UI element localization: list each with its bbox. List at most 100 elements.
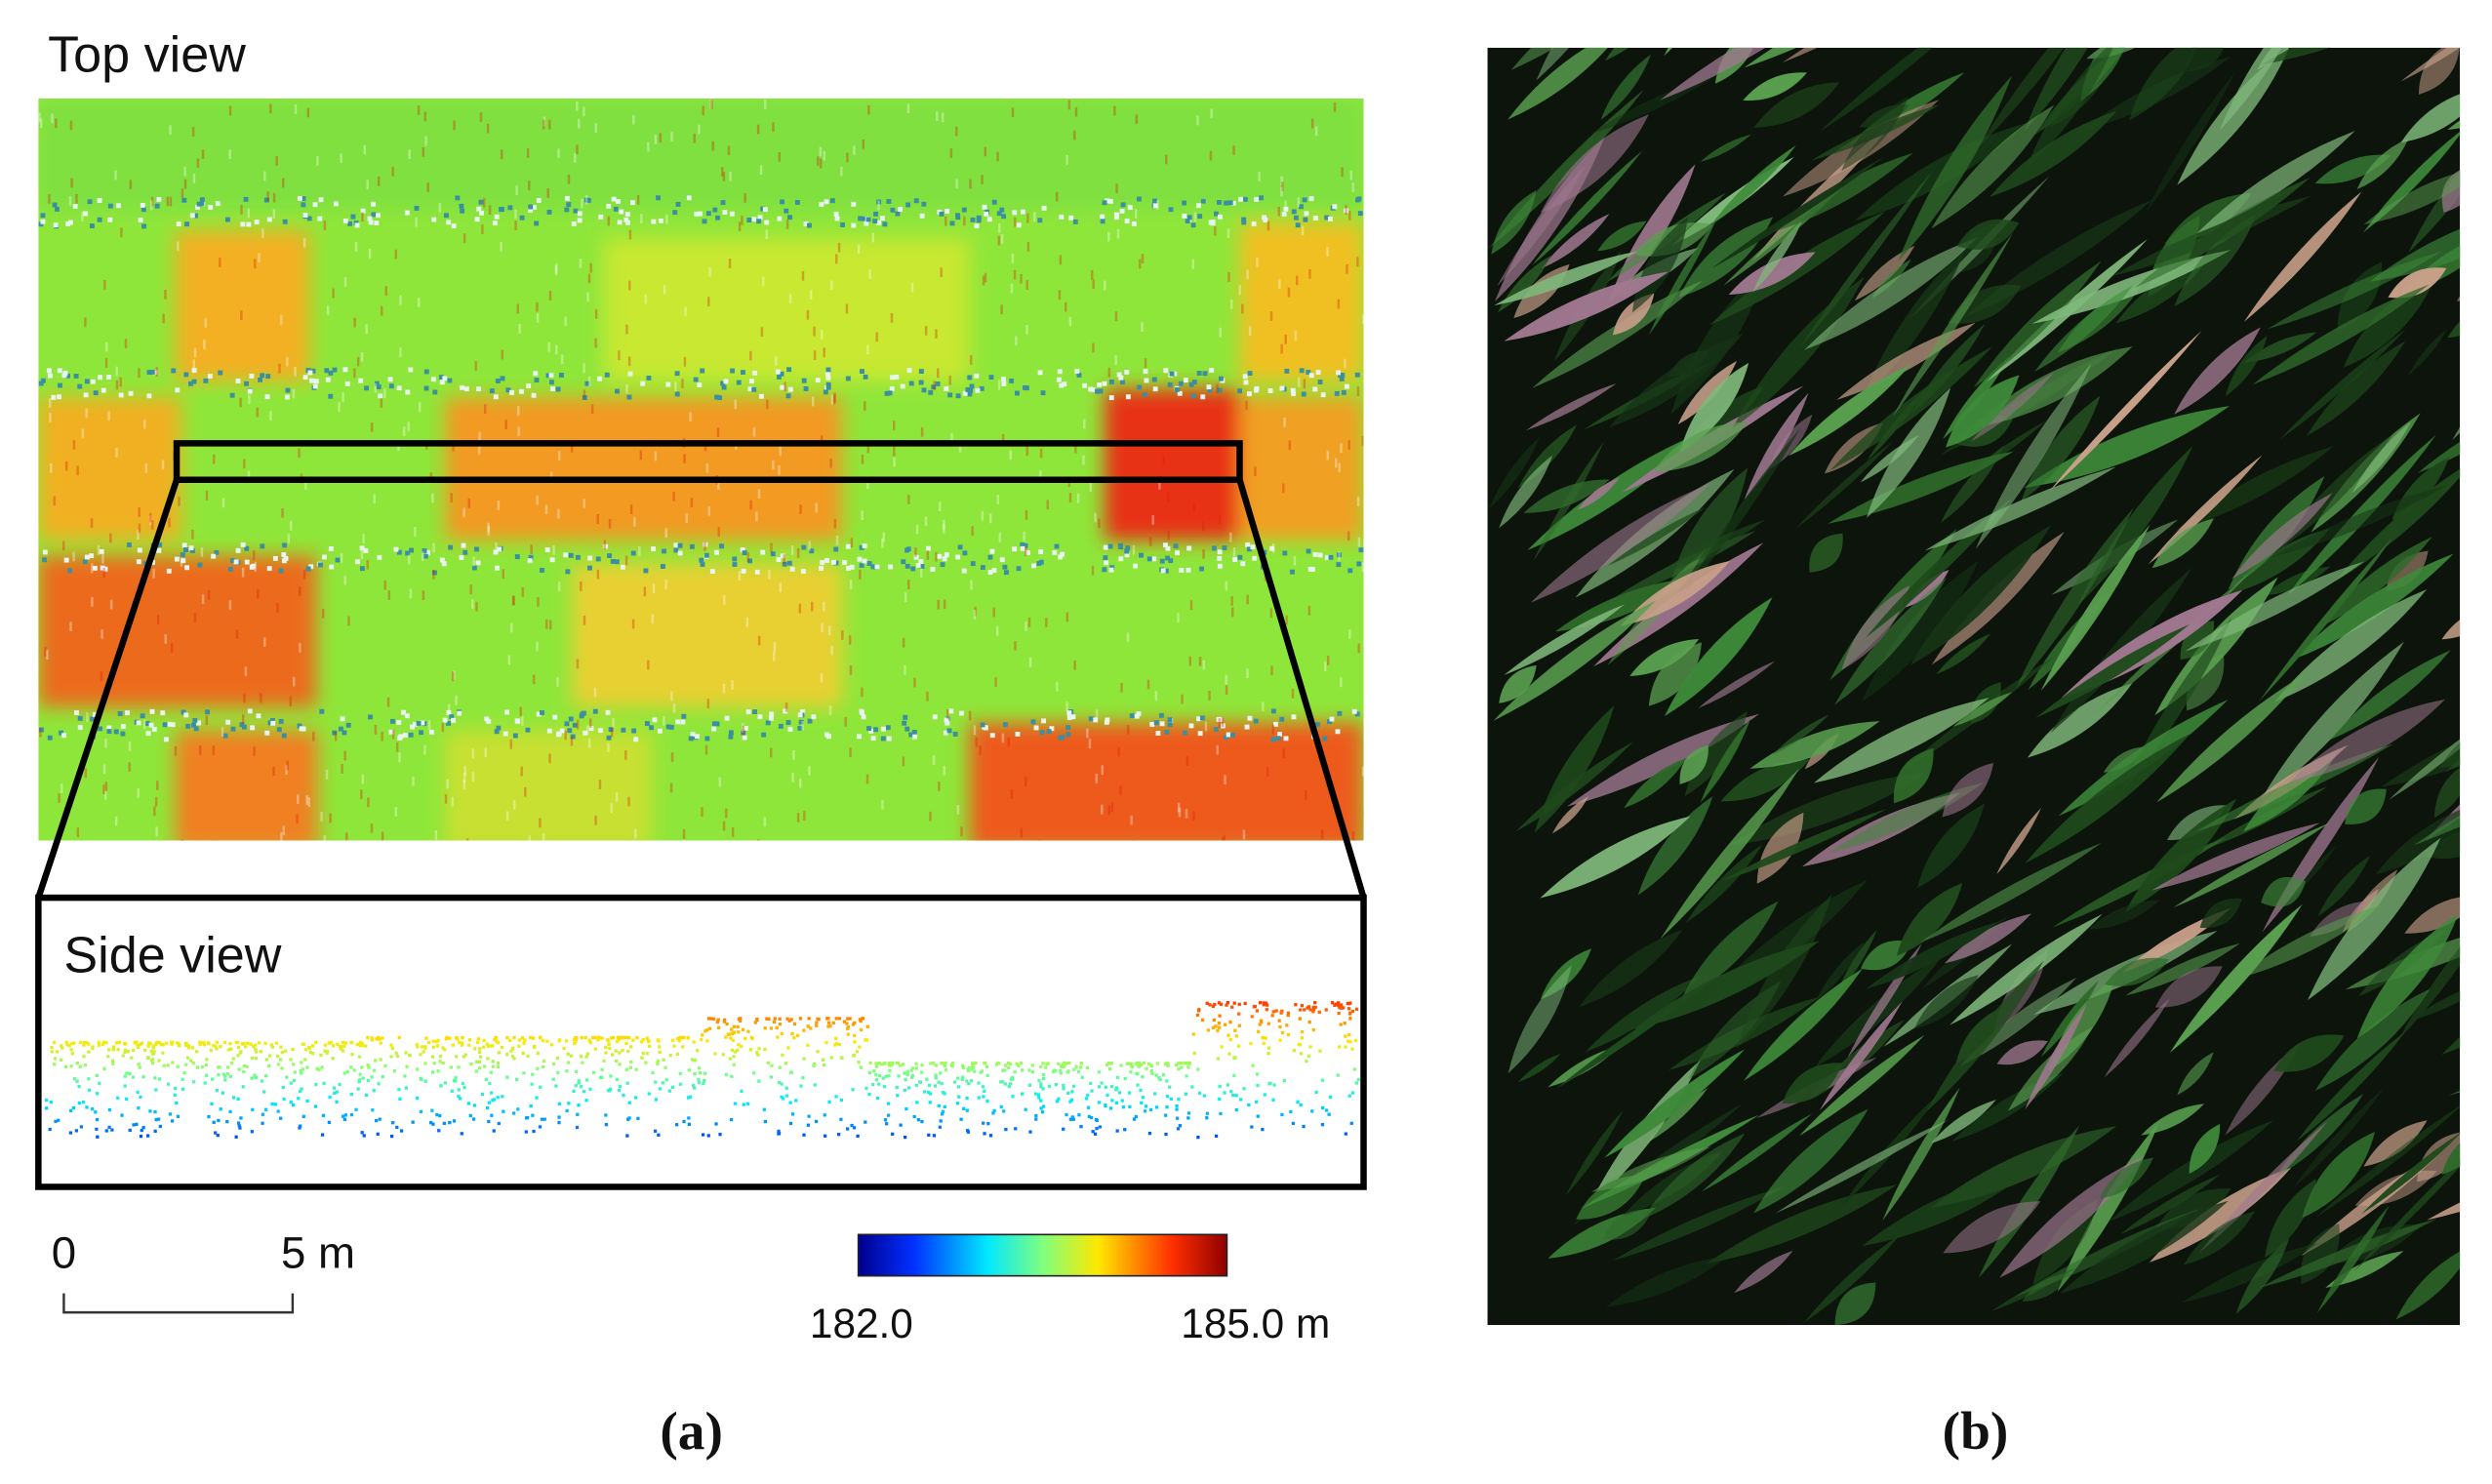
point <box>281 178 285 188</box>
point <box>342 1040 345 1045</box>
point <box>461 1035 464 1040</box>
point <box>289 1100 293 1104</box>
point <box>276 1063 281 1066</box>
point <box>819 202 824 207</box>
point <box>1094 1117 1099 1122</box>
point <box>1358 547 1364 553</box>
point <box>732 1063 736 1066</box>
point <box>1280 1009 1284 1013</box>
point <box>505 811 509 822</box>
point <box>265 374 271 380</box>
point <box>565 569 571 575</box>
point <box>644 721 650 727</box>
point <box>1139 259 1142 269</box>
point <box>204 1073 209 1077</box>
leaf <box>2293 1088 2385 1188</box>
point <box>476 1037 481 1041</box>
point <box>1141 1096 1145 1100</box>
point <box>772 651 776 662</box>
point <box>722 210 728 215</box>
point <box>192 717 198 723</box>
point <box>778 464 781 475</box>
point <box>1097 1070 1102 1074</box>
point <box>701 1033 704 1037</box>
point <box>512 1057 516 1061</box>
leaf <box>1637 796 1713 896</box>
point <box>228 1041 232 1046</box>
point <box>572 722 578 728</box>
point <box>357 1055 362 1059</box>
point <box>319 1053 323 1058</box>
point <box>1165 154 1168 165</box>
point <box>284 394 290 400</box>
point <box>1054 543 1060 549</box>
point <box>682 1035 686 1040</box>
point <box>858 216 864 221</box>
point <box>297 794 300 804</box>
point <box>1216 1028 1220 1033</box>
point <box>1132 544 1136 555</box>
point <box>948 708 954 714</box>
point <box>1356 196 1362 202</box>
point <box>1208 691 1211 701</box>
point <box>451 796 454 807</box>
point <box>910 1073 914 1077</box>
leaf <box>2404 896 2461 934</box>
point <box>1105 198 1110 204</box>
point <box>219 258 221 267</box>
point <box>1259 195 1264 201</box>
point <box>478 431 481 442</box>
point <box>48 398 52 408</box>
point <box>702 105 704 116</box>
point <box>1011 107 1015 118</box>
point <box>924 516 928 526</box>
point <box>522 1041 526 1045</box>
point <box>423 111 427 122</box>
point <box>773 642 777 652</box>
point <box>557 148 560 159</box>
point <box>850 1123 854 1128</box>
point <box>961 1063 965 1067</box>
point <box>840 166 843 177</box>
point <box>525 727 531 733</box>
point <box>317 562 323 568</box>
point <box>181 1077 184 1081</box>
point <box>81 1100 86 1104</box>
point <box>1216 383 1219 394</box>
point <box>1217 555 1223 561</box>
point <box>247 388 253 394</box>
point <box>444 213 449 219</box>
point <box>517 406 520 416</box>
point <box>851 201 857 207</box>
point <box>618 1063 622 1066</box>
point <box>988 513 992 524</box>
point <box>258 377 262 382</box>
point <box>986 1122 990 1126</box>
point <box>996 211 1002 217</box>
point <box>356 356 360 367</box>
point <box>116 1096 120 1100</box>
point <box>1216 716 1222 722</box>
point <box>415 217 418 227</box>
leaf <box>2343 275 2436 368</box>
point <box>598 215 604 220</box>
point <box>192 1080 196 1084</box>
point <box>1136 1061 1140 1065</box>
point <box>1072 1067 1076 1071</box>
point <box>1221 836 1225 841</box>
point <box>1025 509 1028 520</box>
point <box>787 727 793 733</box>
point <box>707 1026 712 1030</box>
point <box>1066 1091 1070 1096</box>
point <box>229 392 235 398</box>
point <box>890 375 895 381</box>
point <box>850 538 854 548</box>
point <box>1002 564 1008 570</box>
point <box>154 203 160 209</box>
point <box>722 171 726 181</box>
point <box>291 1047 295 1052</box>
point <box>784 702 788 712</box>
leaf <box>2434 762 2461 818</box>
point <box>596 569 600 580</box>
point <box>1107 543 1113 549</box>
